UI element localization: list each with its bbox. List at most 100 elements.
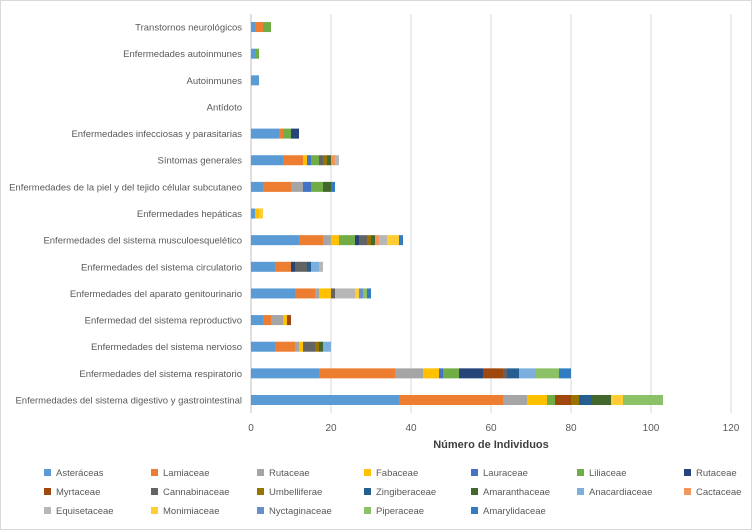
bar-segment bbox=[439, 368, 443, 379]
bar-segment bbox=[319, 288, 331, 299]
bar-segment bbox=[299, 235, 323, 246]
bar-segment bbox=[319, 261, 323, 272]
bar-segment bbox=[363, 288, 367, 299]
legend-swatch bbox=[577, 487, 584, 495]
legend-label: Myrtaceae bbox=[56, 487, 101, 498]
legend-item: Cactaceae bbox=[684, 487, 741, 498]
bar-segment bbox=[399, 395, 503, 405]
bar-segment bbox=[303, 155, 307, 166]
bar-segment bbox=[307, 155, 311, 166]
bar-segment bbox=[255, 22, 263, 33]
x-tick-label: 120 bbox=[723, 423, 740, 434]
bar-segment bbox=[311, 155, 319, 166]
x-tick-label: 20 bbox=[325, 423, 337, 434]
bar-segment bbox=[355, 235, 359, 246]
legend-item: Liliaceae bbox=[577, 468, 627, 479]
legend-swatch bbox=[684, 487, 691, 495]
bar-segment bbox=[323, 181, 331, 192]
bar-segment bbox=[311, 261, 319, 272]
bar-segment bbox=[291, 181, 303, 192]
bar-segment bbox=[379, 235, 387, 246]
bar-segment bbox=[331, 155, 335, 166]
legend-label: Monimiaceae bbox=[163, 506, 220, 517]
bar-segment bbox=[263, 315, 271, 326]
bar-segment bbox=[443, 368, 459, 379]
gridlines bbox=[250, 14, 732, 413]
bar-segment bbox=[315, 288, 319, 299]
bar-segment bbox=[251, 48, 255, 59]
bar-segment bbox=[283, 128, 291, 139]
legend-label: Asteráceas bbox=[56, 468, 104, 479]
bar-segment bbox=[251, 341, 275, 352]
bar-segment bbox=[303, 181, 311, 192]
bar-segment bbox=[355, 288, 359, 299]
bar-segment bbox=[507, 368, 519, 379]
category-label: Autoinmunes bbox=[187, 76, 243, 87]
bar-segment bbox=[307, 261, 311, 272]
legend-swatch bbox=[44, 468, 51, 476]
bar-segment bbox=[387, 235, 399, 246]
bar-segment bbox=[303, 341, 315, 352]
bars bbox=[251, 22, 663, 405]
legend-swatch bbox=[44, 506, 51, 514]
bar-segment bbox=[315, 341, 319, 352]
bar-segment bbox=[259, 208, 263, 219]
legend-item: Piperaceae bbox=[364, 506, 424, 517]
legend-item: Rutaceae bbox=[257, 468, 310, 479]
bar-segment bbox=[251, 155, 283, 166]
bar-segment bbox=[319, 341, 323, 352]
category-label: Transtornos neurológicos bbox=[135, 23, 242, 34]
legend-item: Amaranthaceae bbox=[471, 487, 550, 498]
bar-segment bbox=[251, 261, 275, 272]
bar-segment bbox=[359, 288, 363, 299]
bar-segment bbox=[291, 261, 295, 272]
bar-segment bbox=[295, 288, 315, 299]
bar-segment bbox=[251, 395, 399, 405]
bar-segment bbox=[299, 341, 303, 352]
legend-label: Anacardiaceae bbox=[589, 487, 653, 498]
bar-segment bbox=[555, 395, 571, 405]
legend-item: Monimiaceae bbox=[151, 506, 220, 517]
bar-segment bbox=[275, 261, 291, 272]
bar-segment bbox=[295, 341, 299, 352]
legend-swatch bbox=[151, 487, 158, 495]
legend-item: Equisetaceae bbox=[44, 506, 114, 517]
bar-segment bbox=[251, 288, 295, 299]
legend-item: Umbelliferae bbox=[257, 487, 322, 498]
category-label: Enfermedades del sistema circulatorio bbox=[81, 262, 242, 273]
legend-item: Nyctaginaceae bbox=[257, 506, 332, 517]
legend-swatch bbox=[364, 506, 371, 514]
legend-label: Fabaceae bbox=[376, 468, 419, 479]
legend-item: Fabaceae bbox=[364, 468, 418, 479]
category-label: Enfermedad del sistema reproductivo bbox=[85, 316, 242, 327]
bar-segment bbox=[483, 368, 503, 379]
bar-segment bbox=[287, 315, 291, 326]
category-label: Enfermedades del sistema respiratorio bbox=[79, 369, 242, 380]
legend-swatch bbox=[257, 506, 264, 514]
legend-swatch bbox=[471, 487, 478, 495]
bar-segment bbox=[263, 22, 271, 33]
legend-item: Zingiberaceae bbox=[364, 487, 436, 498]
bar-segment bbox=[331, 181, 335, 192]
bar-segment bbox=[319, 155, 323, 166]
legend-label: Amarylidaceae bbox=[483, 506, 546, 517]
legend-swatch bbox=[684, 468, 691, 476]
x-tick-label: 60 bbox=[485, 423, 497, 434]
bar-segment bbox=[611, 395, 623, 405]
legend-swatch bbox=[151, 506, 158, 514]
bar-segment bbox=[503, 368, 507, 379]
bar-segment bbox=[547, 395, 555, 405]
legend-item: Cannabinaceae bbox=[151, 487, 230, 498]
legend-swatch bbox=[471, 468, 478, 476]
category-label: Enfermedades del sistema musculoesquelét… bbox=[43, 236, 242, 247]
x-tick-labels: 0 20 40 60 80 100 120 bbox=[248, 423, 740, 434]
bar-segment bbox=[527, 395, 547, 405]
bar-segment bbox=[251, 181, 263, 192]
bar-segment bbox=[535, 368, 559, 379]
category-label: Enfermedades hepáticas bbox=[137, 209, 242, 220]
bar-segment bbox=[255, 208, 259, 219]
legend-swatch bbox=[151, 468, 158, 476]
bar-segment bbox=[503, 395, 527, 405]
legend-swatch bbox=[257, 468, 264, 476]
category-label: Enfermedades autoinmunes bbox=[123, 49, 242, 60]
